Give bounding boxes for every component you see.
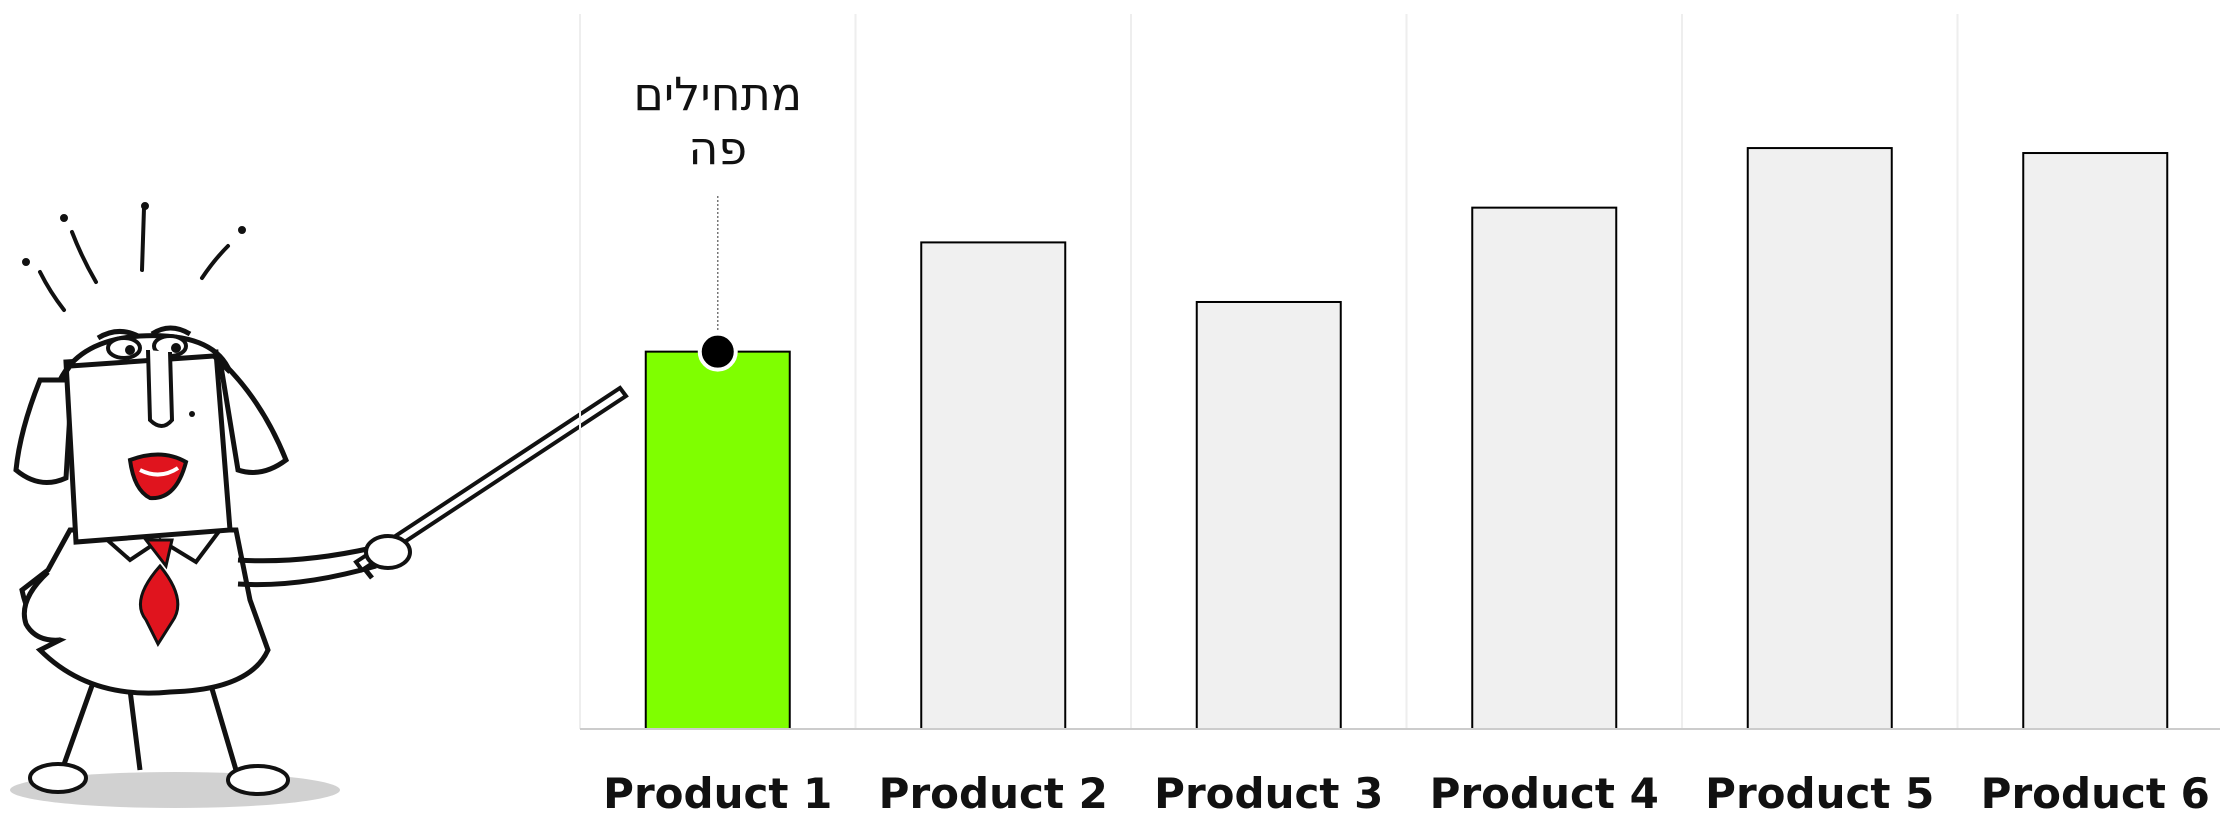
x-tick-label: Product 6 xyxy=(1981,769,2210,816)
x-tick-label: Product 5 xyxy=(1705,769,1934,816)
bar-product-2 xyxy=(920,241,1067,730)
presenter-illustration xyxy=(10,202,629,808)
x-tick-label: Product 1 xyxy=(603,769,832,816)
callout-text-line: פה xyxy=(688,121,747,175)
x-tick-label: Product 3 xyxy=(1154,769,1383,816)
grid-lines xyxy=(579,14,1959,729)
x-tick-label: Product 2 xyxy=(879,769,1108,816)
bar-product-6 xyxy=(2022,152,2169,730)
bar-product-5 xyxy=(1746,147,1893,730)
bar-product-4 xyxy=(1471,206,1618,731)
bar-product-1 xyxy=(644,350,791,730)
bar-series xyxy=(644,147,2169,731)
x-axis-tick-labels: Product 1 Product 2 Product 3 Product 4 Prod… xyxy=(603,769,2210,816)
x-tick-label: Product 4 xyxy=(1430,769,1659,816)
callout-text-line: מתחילים xyxy=(633,67,802,121)
callout-marker xyxy=(697,331,738,372)
bar-product-3 xyxy=(1195,300,1342,730)
